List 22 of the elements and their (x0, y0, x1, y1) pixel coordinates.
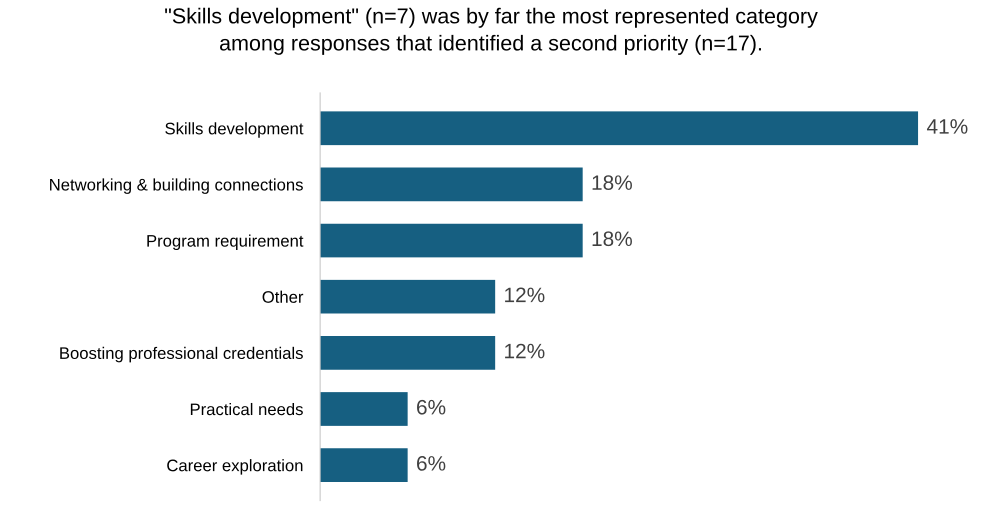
y-tick-label: Practical needs (190, 402, 303, 416)
bar (320, 280, 496, 314)
data-label: 12% (505, 288, 544, 302)
y-tick-label: Career exploration (167, 459, 302, 475)
bar (320, 448, 408, 482)
data-label: 6% (417, 400, 446, 415)
data-label: 12% (505, 344, 544, 358)
data-label: 41% (926, 119, 968, 134)
data-label: 18% (592, 175, 632, 190)
bar (320, 336, 496, 370)
bar (320, 224, 583, 258)
y-tick-label: Networking & building connections (50, 178, 303, 194)
bar (320, 168, 583, 202)
y-tick-label: Boosting professional credentials (60, 346, 303, 362)
data-label: 6% (417, 456, 446, 471)
y-tick-label: Program requirement (147, 234, 304, 250)
bar (320, 392, 408, 426)
chart-title: "Skills development" (n=7) was by far the most represented category among responses that identified a second priority (n=17). (165, 8, 818, 55)
y-tick-label: Other (262, 290, 304, 303)
bar (320, 111, 918, 146)
y-tick-label: Skills development (165, 122, 304, 138)
data-label: 18% (592, 231, 632, 246)
